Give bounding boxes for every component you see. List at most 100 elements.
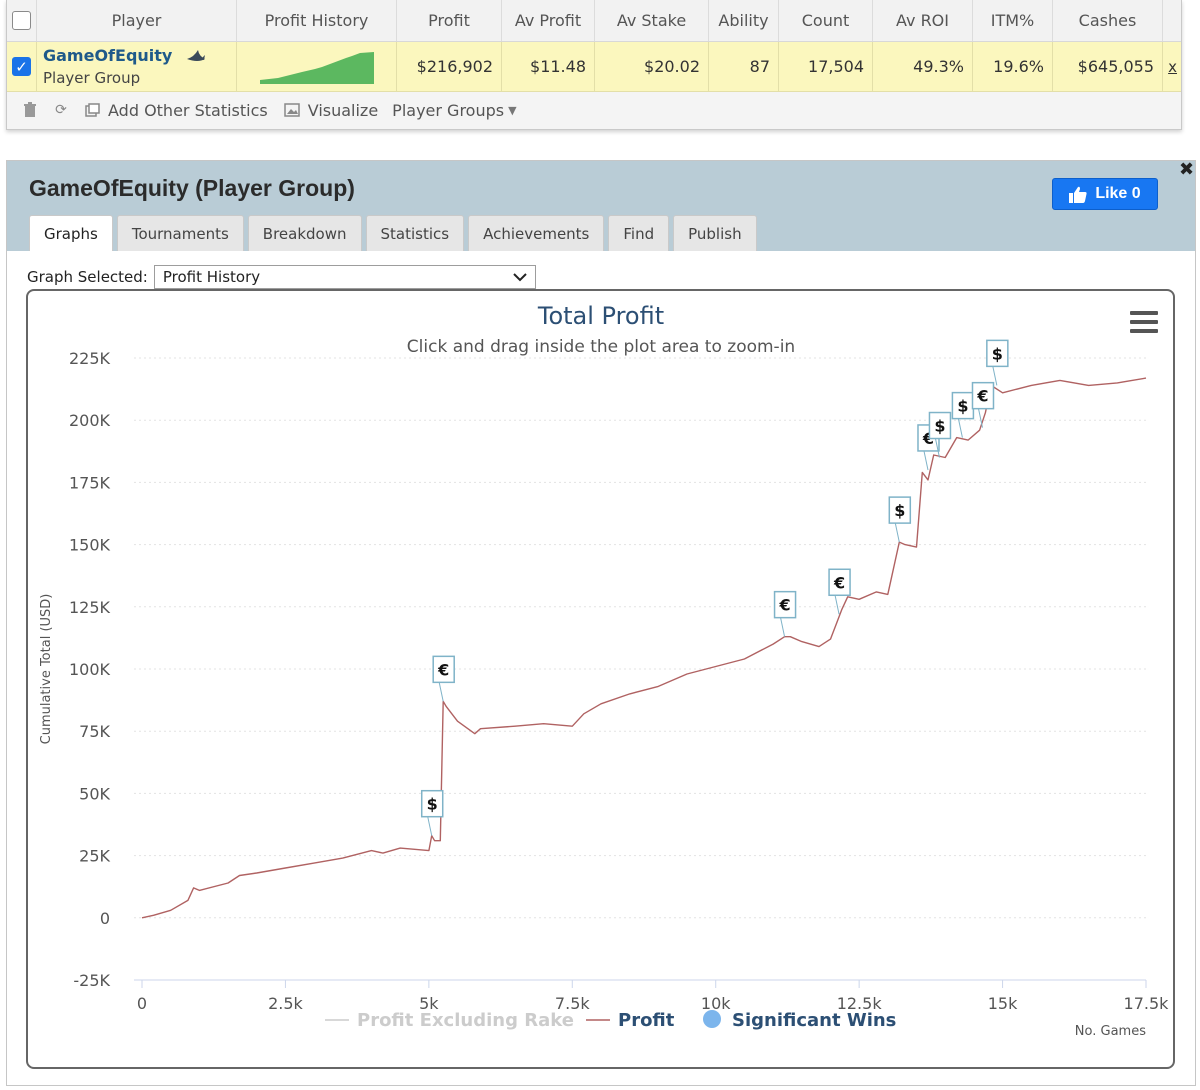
caret-down-icon: ▼ <box>508 103 517 117</box>
flag-currency-label: $ <box>427 795 438 814</box>
y-tick-label: 175K <box>69 473 111 492</box>
col-header-av-stake[interactable]: Av Stake <box>595 0 709 41</box>
y-tick-label: -25K <box>73 971 110 990</box>
shark-icon <box>187 49 206 61</box>
y-tick-label: 0 <box>100 909 110 928</box>
graph-select-value: Profit History <box>162 268 261 286</box>
panel-tabs: Graphs Tournaments Breakdown Statistics … <box>29 215 757 251</box>
col-header-ability[interactable]: Ability <box>709 0 779 41</box>
significant-win-flag[interactable]: $ <box>951 391 975 438</box>
row-checkbox[interactable]: ✓ <box>12 57 31 76</box>
flag-pointer <box>978 408 983 428</box>
player-name-link[interactable]: GameOfEquity <box>43 46 173 65</box>
significant-win-flag[interactable]: $ <box>888 496 912 543</box>
flag-pointer <box>957 418 963 438</box>
y-tick-label: 200K <box>69 411 111 430</box>
legend-profit: Profit <box>618 1010 675 1031</box>
significant-win-flag[interactable]: € <box>773 590 797 637</box>
count-value: 17,504 <box>779 42 873 91</box>
y-tick-label: 100K <box>69 660 111 679</box>
flag-pointer <box>438 682 444 702</box>
table-row[interactable]: ✓ GameOfEquity Player Group $216,902 $11… <box>7 42 1181 92</box>
add-other-statistics-button[interactable]: Add Other Statistics <box>85 101 268 120</box>
flag-pointer <box>427 816 433 836</box>
flag-box <box>928 411 952 440</box>
flag-box <box>773 590 797 619</box>
profit-chart[interactable]: Total Profit Click and drag inside the pl… <box>28 291 1173 1067</box>
col-header-count[interactable]: Count <box>779 0 873 41</box>
close-panel-button[interactable]: ✖ <box>1179 159 1195 180</box>
select-all-cell <box>7 0 37 41</box>
row-select-cell: ✓ <box>7 42 37 91</box>
thumbs-up-icon <box>1069 186 1087 203</box>
tab-find[interactable]: Find <box>608 215 670 251</box>
flag-currency-label: $ <box>934 417 945 436</box>
av-profit-value: $11.48 <box>502 42 595 91</box>
visualize-button[interactable]: Visualize <box>283 100 379 120</box>
tab-achievements[interactable]: Achievements <box>468 215 605 251</box>
col-header-cashes[interactable]: Cashes <box>1053 0 1163 41</box>
tab-tournaments[interactable]: Tournaments <box>116 215 244 251</box>
flag-currency-label: € <box>437 660 449 679</box>
y-axis-label: Cumulative Total (USD) <box>39 594 54 745</box>
av-roi-value: 49.3% <box>873 42 973 91</box>
y-tick-label: 25K <box>79 847 110 866</box>
tab-publish[interactable]: Publish <box>673 215 757 251</box>
col-header-av-roi[interactable]: Av ROI <box>873 0 973 41</box>
col-header-itm[interactable]: ITM% <box>973 0 1053 41</box>
chevron-down-icon <box>513 273 527 282</box>
flag-box <box>432 655 455 684</box>
legend-significant-wins-symbol <box>703 1010 721 1028</box>
flag-pointer <box>834 595 840 615</box>
tab-graphs[interactable]: Graphs <box>29 215 113 251</box>
significant-win-flag[interactable]: $ <box>986 339 1009 386</box>
y-tick-label: 150K <box>69 536 111 555</box>
trash-icon <box>24 102 36 117</box>
player-groups-dropdown[interactable]: Player Groups ▼ <box>392 101 516 120</box>
chart-subtitle: Click and drag inside the plot area to z… <box>407 337 795 357</box>
x-tick-label: 12.5k <box>837 994 883 1013</box>
profit-value: $216,902 <box>397 42 502 91</box>
player-type-label: Player Group <box>43 69 141 87</box>
x-tick-label: 7.5k <box>555 994 590 1013</box>
av-stake-value: $20.02 <box>595 42 709 91</box>
x-tick-label: 17.5k <box>1124 994 1170 1013</box>
select-all-checkbox[interactable] <box>12 11 31 30</box>
remove-row-link[interactable]: x <box>1168 58 1177 76</box>
flag-box <box>828 568 851 597</box>
profit-series-line <box>141 377 1147 919</box>
tab-breakdown[interactable]: Breakdown <box>247 215 362 251</box>
significant-win-flag[interactable]: € <box>971 381 995 428</box>
results-table: Player Profit History Profit Av Profit A… <box>6 0 1182 130</box>
tab-statistics[interactable]: Statistics <box>365 215 465 251</box>
significant-win-flag[interactable]: $ <box>420 789 444 836</box>
add-other-statistics-label: Add Other Statistics <box>108 100 268 120</box>
significant-win-flag[interactable]: € <box>828 568 851 615</box>
flag-currency-label: € <box>778 596 790 615</box>
x-tick-label: 10k <box>701 994 731 1013</box>
add-columns-icon <box>85 103 100 117</box>
graph-select[interactable]: Profit History <box>153 265 536 289</box>
y-tick-label: 75K <box>79 722 110 741</box>
panel-header: GameOfEquity (Player Group) Like 0 Graph… <box>7 161 1195 251</box>
refresh-button[interactable]: ⟳ <box>53 102 69 118</box>
visualize-label: Visualize <box>307 100 379 120</box>
significant-win-flag[interactable]: $ <box>928 411 952 458</box>
flag-pointer <box>894 523 900 543</box>
player-cell: GameOfEquity Player Group <box>37 42 237 91</box>
y-tick-label: 225K <box>69 349 111 368</box>
delete-button[interactable] <box>23 102 37 118</box>
flag-box <box>420 789 444 818</box>
chart-container[interactable]: Total Profit Click and drag inside the pl… <box>26 289 1175 1069</box>
chart-menu-button[interactable] <box>1130 311 1158 338</box>
flag-box <box>986 339 1009 368</box>
x-axis-label: No. Games <box>1075 1024 1146 1039</box>
facebook-like-button[interactable]: Like 0 <box>1052 178 1158 210</box>
col-header-profit-history[interactable]: Profit History <box>237 0 397 41</box>
profit-history-sparkline[interactable] <box>259 50 374 84</box>
player-panel: GameOfEquity (Player Group) Like 0 Graph… <box>6 159 1196 1086</box>
col-header-profit[interactable]: Profit <box>397 0 502 41</box>
col-header-player[interactable]: Player <box>37 0 237 41</box>
col-header-av-profit[interactable]: Av Profit <box>502 0 595 41</box>
significant-win-flag[interactable]: € <box>432 655 455 702</box>
